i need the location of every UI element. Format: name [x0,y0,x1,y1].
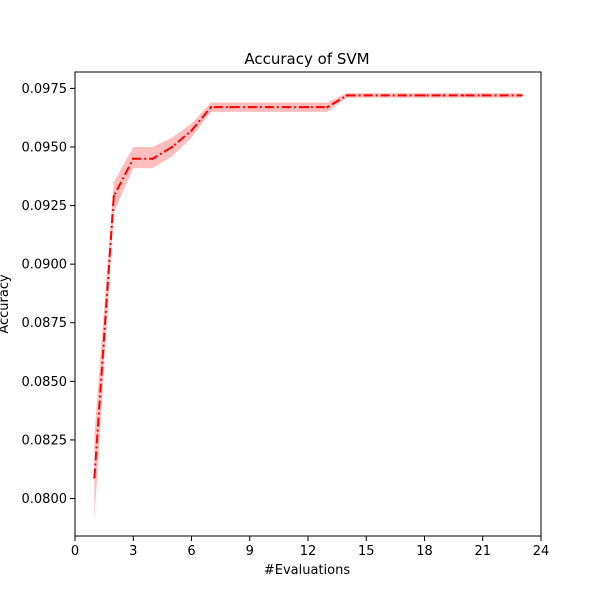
data-point [500,94,504,97]
data-point [462,94,465,97]
y-axis-title: Accuracy [0,274,12,334]
data-point [287,105,290,109]
y-tick-label: 0.0800 [22,492,68,507]
data-point [209,105,213,109]
data-point [190,129,193,132]
x-tick-label: 3 [129,544,137,559]
data-point [229,105,232,109]
x-tick-label: 15 [358,544,375,559]
data-point [345,94,349,97]
x-axis-title: #Evaluations [264,563,350,578]
y-tick-label: 0.0900 [22,258,68,273]
data-point [306,105,310,109]
data-point [423,94,426,97]
y-tick-label: 0.0950 [22,140,68,155]
x-tick-label: 12 [300,544,317,559]
x-tick-label: 6 [187,544,195,559]
y-tick-label: 0.0825 [22,433,68,448]
data-point [151,157,154,160]
x-tick-label: 18 [416,544,433,559]
axes: 0 3 6 9 12 15 18 21 24 0.0800 0.0825 0.0850 0.0875 0.… [22,71,550,559]
plot-area [93,93,523,520]
x-tick-label: 21 [474,544,491,559]
series-line-0 [93,94,522,478]
data-point [481,94,484,97]
data-point [93,476,96,479]
x-tick-label: 9 [246,544,254,559]
data-point [132,157,135,160]
x-tick-label: 0 [71,544,79,559]
data-point [248,105,251,109]
data-point [365,94,368,97]
y-tick-label: 0.0975 [22,82,68,97]
y-tick-label: 0.0850 [22,375,68,390]
data-point [384,94,387,97]
data-point [170,145,174,149]
data-point [267,105,271,109]
chart-title: Accuracy of SVM [244,50,369,68]
x-tick-label: 24 [533,544,550,559]
data-point [112,195,116,198]
data-point [520,94,523,97]
data-point [442,94,446,97]
y-tick-label: 0.0875 [22,316,68,331]
data-point [403,94,407,97]
data-point [326,105,329,109]
y-tick-label: 0.0925 [22,199,68,214]
